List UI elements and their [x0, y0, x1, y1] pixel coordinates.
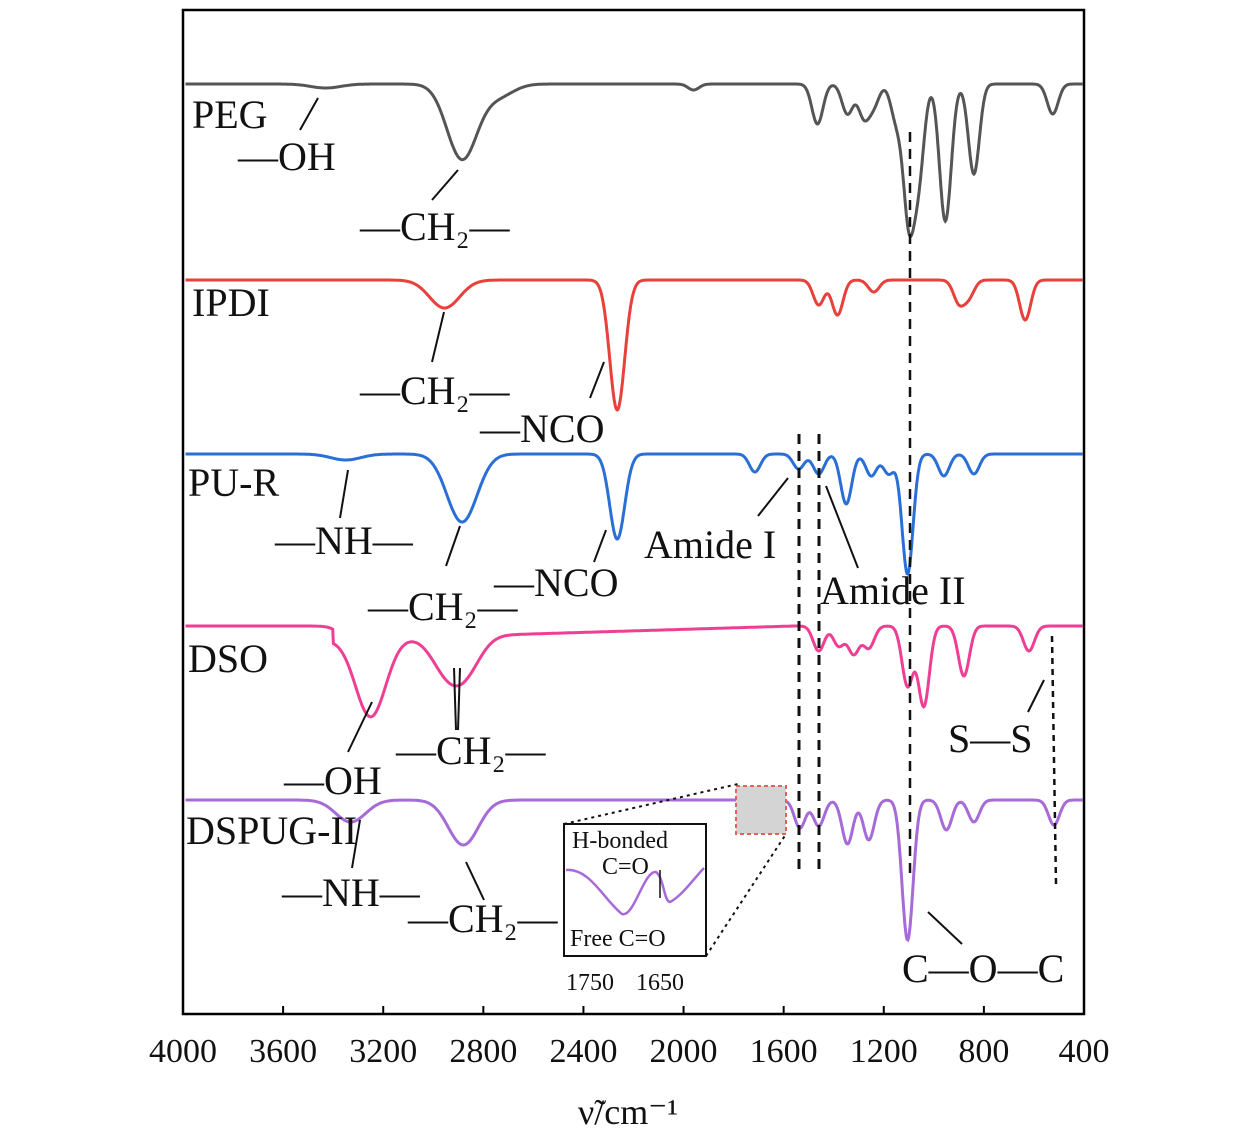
leader-dso-ss [1027, 679, 1045, 713]
leader-ipdi-nco [589, 361, 605, 399]
inset-curve [565, 867, 705, 916]
label-dspug-nh: —NH— [281, 870, 421, 915]
spectrum-line-dso [185, 624, 1083, 719]
x-tick-label: 400 [1059, 1033, 1110, 1070]
label-ipdi-ch2: —CH₂— [359, 368, 511, 413]
x-tick-label: 1600 [750, 1033, 818, 1070]
spectrum-line-pu-r [185, 452, 1083, 576]
label-dso-ss: S—S [948, 716, 1033, 761]
leader-peg-ch2 [431, 169, 459, 201]
inset-connector-bottom [705, 833, 787, 957]
label-dspug-ch2: —CH₂— [407, 896, 559, 941]
s-s-guide [1050, 635, 1058, 885]
label-ipdi: IPDI [192, 280, 270, 325]
leader-peg-oh [299, 97, 319, 131]
leader-dso-oh [347, 701, 373, 753]
inset-source-region [735, 785, 787, 835]
leader-dso-ch2-b [457, 667, 461, 731]
guide-lines [797, 132, 1058, 885]
label-dspug: DSPUG-II [186, 808, 357, 853]
leader-amide-ii [825, 485, 859, 569]
label-peg: PEG [192, 92, 268, 137]
x-tick-label: 800 [958, 1033, 1009, 1070]
label-pur-ch2: —CH₂— [367, 584, 519, 629]
x-tick-label: 2000 [650, 1033, 718, 1070]
inset-tick-1650: 1650 [636, 970, 684, 996]
spectrum-line-dspug-ii [185, 798, 1083, 943]
x-axis-ticks: 4000 3600 3200 2800 2400 2000 1600 1200 800 400 [149, 1006, 1110, 1070]
inset-label-hbonded: H-bonded [572, 828, 668, 854]
x-tick-label: 2800 [449, 1033, 517, 1070]
leader-dspug-nh [351, 819, 361, 869]
x-tick-label: 4000 [149, 1033, 217, 1070]
leader-pur-ch2 [445, 525, 461, 567]
plot-frame [181, 8, 1086, 1016]
label-dso-ch2: —CH₂— [395, 728, 547, 773]
inset-box [563, 823, 707, 957]
x-tick-label: 3600 [249, 1033, 317, 1070]
label-pur-nh: —NH— [274, 518, 414, 563]
inset: H-bonded C=O Free C=O 1750 1650 [563, 783, 787, 996]
leader-dspug-coc [927, 911, 963, 945]
label-pur-nco: —NCO [493, 560, 618, 605]
spectrum-line-ipdi [185, 278, 1083, 412]
leader-dso-ch2-a [453, 667, 457, 731]
spectra-group [185, 82, 1083, 943]
leader-dspug-ch2 [465, 861, 485, 901]
inset-label-co: C=O [602, 854, 649, 880]
leader-ipdi-ch2 [431, 311, 445, 363]
label-peg-oh: —OH [237, 134, 336, 179]
label-peg-ch2: —CH₂— [359, 204, 511, 249]
x-tick-label: 2400 [549, 1033, 617, 1070]
label-dso-oh: —OH [283, 758, 382, 803]
label-amide-i: Amide I [644, 522, 776, 567]
label-dso: DSO [188, 636, 268, 681]
label-ipdi-nco: —NCO [479, 406, 604, 451]
leader-amide-i [757, 477, 789, 517]
leader-pur-nh [339, 469, 349, 519]
inset-tick-1750: 1750 [566, 970, 614, 996]
leader-pur-nco [593, 529, 607, 563]
inset-label-free: Free C=O [570, 926, 666, 952]
inset-connector-top [563, 783, 739, 825]
spectrum-line-peg [185, 82, 1083, 238]
x-tick-label: 3200 [349, 1033, 417, 1070]
x-tick-label: 1200 [850, 1033, 918, 1070]
x-axis-title: ν̃/cm⁻¹ [578, 1092, 678, 1132]
label-pur: PU-R [188, 460, 279, 505]
label-dspug-coc: C—O—C [902, 946, 1064, 991]
label-amide-ii: Amide II [820, 568, 966, 613]
